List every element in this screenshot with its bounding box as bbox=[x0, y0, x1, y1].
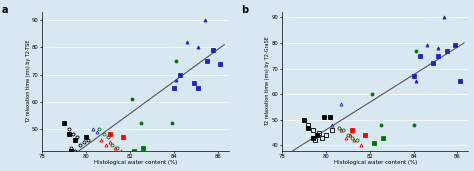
X-axis label: Histological water content (%): Histological water content (%) bbox=[94, 160, 177, 166]
Y-axis label: T2 relaxation time (ms) by T2-TSE: T2 relaxation time (ms) by T2-TSE bbox=[26, 40, 31, 123]
Y-axis label: T2 relaxation time (ms) by T2-GraSE: T2 relaxation time (ms) by T2-GraSE bbox=[265, 36, 271, 126]
Text: b: b bbox=[241, 5, 248, 15]
Text: a: a bbox=[1, 5, 8, 15]
X-axis label: Histological water content (%): Histological water content (%) bbox=[334, 160, 417, 166]
